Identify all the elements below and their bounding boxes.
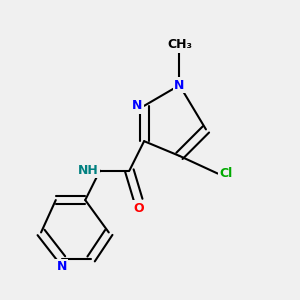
Text: N: N	[56, 260, 67, 273]
Text: Cl: Cl	[219, 167, 232, 180]
Text: N: N	[132, 99, 142, 112]
Text: CH₃: CH₃	[167, 38, 192, 51]
Text: N: N	[174, 79, 184, 92]
Text: O: O	[133, 202, 143, 214]
Text: NH: NH	[78, 164, 98, 177]
